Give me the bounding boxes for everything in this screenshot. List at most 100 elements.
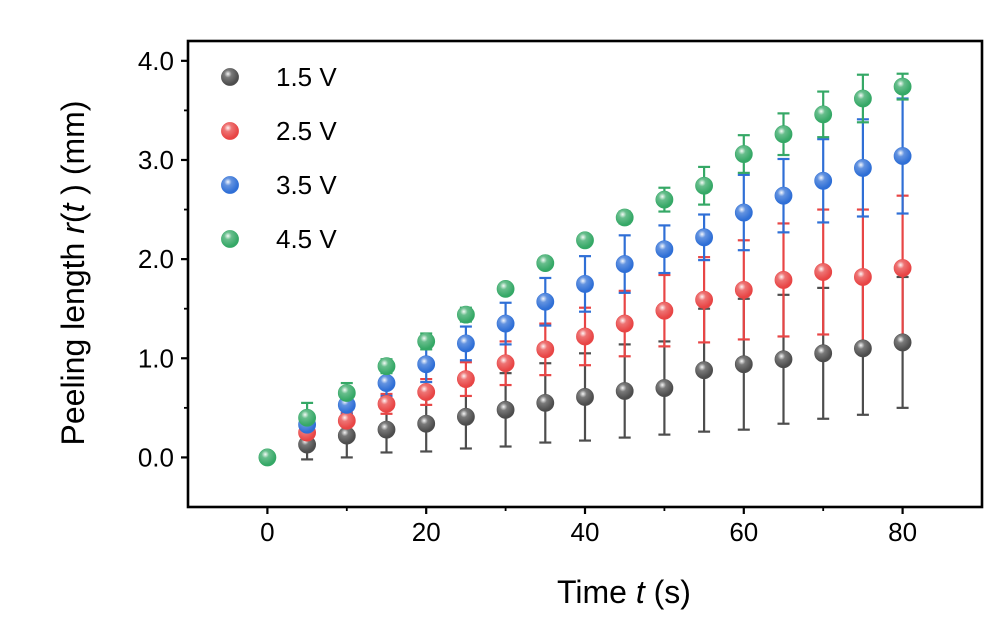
legend-marker-highlight xyxy=(221,176,239,194)
data-point xyxy=(536,340,555,359)
data-point-highlight xyxy=(894,259,912,277)
data-point xyxy=(695,176,713,195)
x-tick-label: 80 xyxy=(888,517,917,547)
data-point xyxy=(576,327,594,346)
data-point-highlight xyxy=(536,340,554,358)
data-point xyxy=(695,290,713,309)
data-point xyxy=(576,231,594,250)
data-point xyxy=(774,350,793,369)
data-point-highlight xyxy=(854,159,872,177)
data-point xyxy=(655,240,674,259)
data-point-highlight xyxy=(378,395,395,413)
data-point-highlight xyxy=(576,327,594,345)
data-point xyxy=(337,384,356,402)
data-point xyxy=(734,280,753,299)
data-point-highlight xyxy=(258,448,276,466)
data-point-highlight xyxy=(814,105,832,123)
legend-marker-highlight xyxy=(221,68,239,86)
data-point xyxy=(695,228,713,247)
data-point-highlight xyxy=(695,291,713,309)
data-point-highlight xyxy=(655,240,673,258)
data-points xyxy=(258,77,912,467)
data-point xyxy=(734,355,753,374)
data-point xyxy=(854,159,872,177)
data-point-highlight xyxy=(378,374,395,392)
data-point-highlight xyxy=(695,177,713,195)
data-point-highlight xyxy=(417,332,435,350)
data-point-highlight xyxy=(378,421,395,439)
data-point-highlight xyxy=(894,78,912,96)
data-point-highlight xyxy=(775,187,792,205)
data-point-highlight xyxy=(695,361,713,379)
data-point-highlight xyxy=(854,90,872,108)
legend-label: 1.5 V xyxy=(276,62,337,92)
data-point-highlight xyxy=(338,427,356,445)
data-point-highlight xyxy=(497,354,515,372)
data-point-highlight xyxy=(735,204,753,222)
data-point xyxy=(377,420,396,439)
data-point-highlight xyxy=(417,415,435,433)
data-point xyxy=(337,411,356,430)
data-point-highlight xyxy=(854,268,872,286)
data-point xyxy=(536,292,555,311)
data-point xyxy=(615,382,634,400)
data-point-highlight xyxy=(814,172,832,190)
data-point xyxy=(615,208,634,227)
data-point-highlight xyxy=(655,379,673,397)
data-point xyxy=(893,259,912,277)
data-point-highlight xyxy=(655,191,673,209)
legend-item: 3.5 V xyxy=(221,170,337,200)
y-axis-title: Peeling length r(t ) (mm) xyxy=(55,101,91,446)
data-point-highlight xyxy=(854,339,872,357)
data-point xyxy=(814,105,833,124)
axis-ticks: 0 20 40 60 80 0.0 1.0 2.0 3.0 4.0 xyxy=(138,46,917,547)
data-point-highlight xyxy=(457,370,475,388)
data-point-highlight xyxy=(616,255,634,273)
x-tick-label: 0 xyxy=(260,517,274,547)
data-point xyxy=(893,333,912,352)
legend-label: 4.5 V xyxy=(276,224,337,254)
data-point xyxy=(377,357,396,376)
data-point xyxy=(258,448,277,467)
data-point xyxy=(417,332,436,351)
data-point xyxy=(734,145,753,163)
data-point xyxy=(417,355,436,374)
y-tick-label: 4.0 xyxy=(138,46,174,76)
x-tick-label: 40 xyxy=(571,517,600,547)
data-point-highlight xyxy=(576,388,594,406)
data-point-highlight xyxy=(417,383,435,401)
legend-marker-highlight xyxy=(221,230,239,248)
legend-item: 1.5 V xyxy=(221,62,337,92)
data-point xyxy=(774,271,793,289)
data-point-highlight xyxy=(497,315,515,333)
data-point-highlight xyxy=(536,394,554,412)
data-point-highlight xyxy=(616,382,634,400)
data-point-highlight xyxy=(616,315,634,333)
data-point xyxy=(536,254,555,272)
data-point-highlight xyxy=(775,125,792,143)
data-point-highlight xyxy=(735,281,753,299)
y-tick-label: 2.0 xyxy=(138,244,174,274)
data-point xyxy=(456,334,475,353)
data-point-highlight xyxy=(735,145,753,163)
data-point xyxy=(655,301,674,320)
data-point xyxy=(615,314,634,333)
data-point xyxy=(377,374,396,392)
data-point xyxy=(496,354,515,373)
legend-label: 2.5 V xyxy=(276,116,337,146)
data-point-highlight xyxy=(457,408,475,426)
x-tick-label: 60 xyxy=(729,517,758,547)
data-point xyxy=(854,268,872,286)
data-point-highlight xyxy=(775,271,792,289)
data-point xyxy=(576,388,594,406)
data-point xyxy=(615,255,634,273)
data-point xyxy=(854,339,872,358)
data-point-highlight xyxy=(894,333,912,351)
data-point-highlight xyxy=(457,306,475,324)
data-point xyxy=(456,370,475,388)
data-point xyxy=(814,171,833,190)
legend-marker-highlight xyxy=(221,122,239,140)
data-point xyxy=(814,263,833,281)
data-point-highlight xyxy=(497,401,515,419)
